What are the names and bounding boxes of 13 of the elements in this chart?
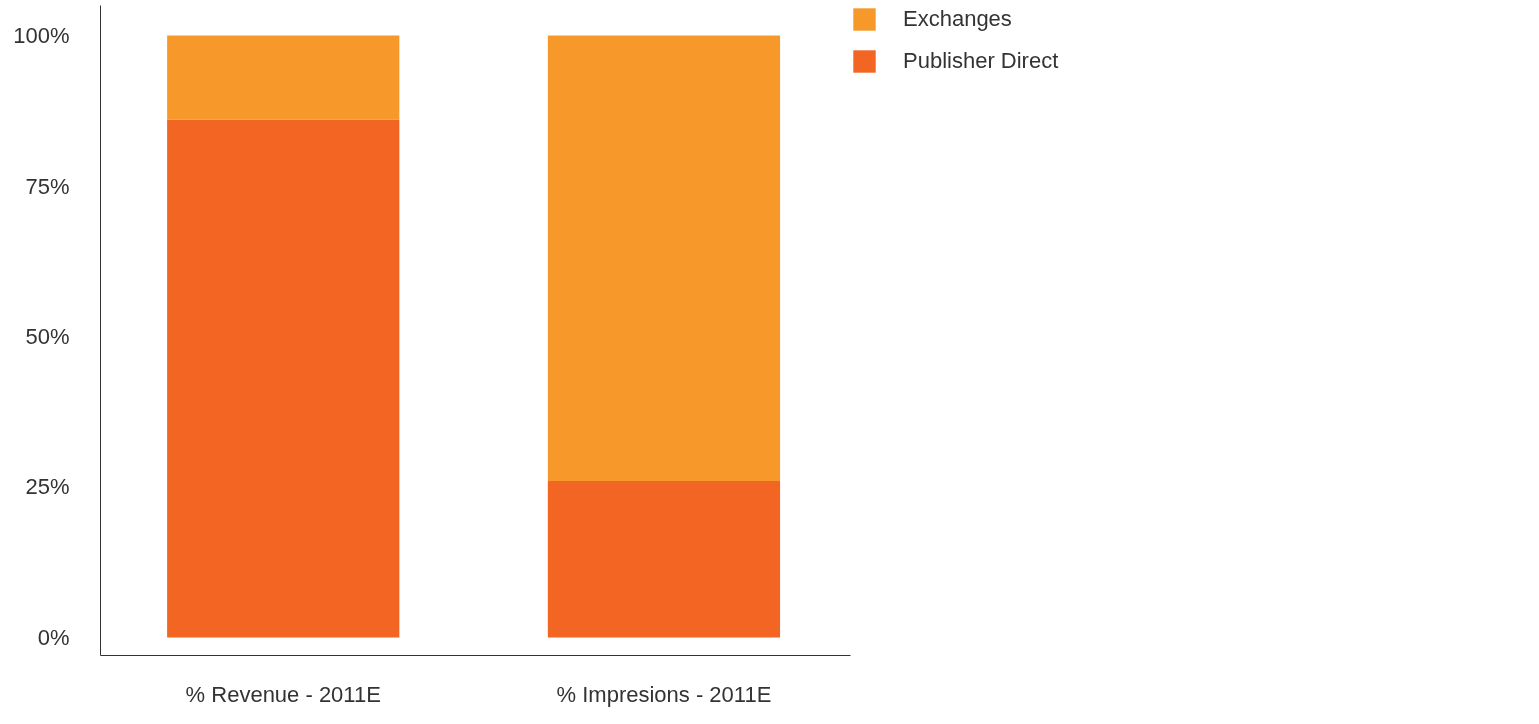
- y-tick-label: 50%: [25, 324, 70, 350]
- y-tick-label: 25%: [25, 474, 70, 500]
- x-tick-label: % Revenue - 2011E: [185, 681, 381, 707]
- y-tick-label: 100%: [13, 23, 70, 49]
- legend-label: Publisher Direct: [903, 48, 1059, 74]
- bar: [547, 35, 781, 481]
- bar: [547, 480, 781, 638]
- x-tick-label: % Impresions - 2011E: [556, 681, 772, 707]
- bar: [167, 35, 400, 120]
- y-tick-label: 75%: [25, 173, 70, 199]
- y-tick-label: 0%: [37, 624, 70, 650]
- bar: [167, 119, 400, 638]
- legend-label: Exchanges: [903, 6, 1012, 32]
